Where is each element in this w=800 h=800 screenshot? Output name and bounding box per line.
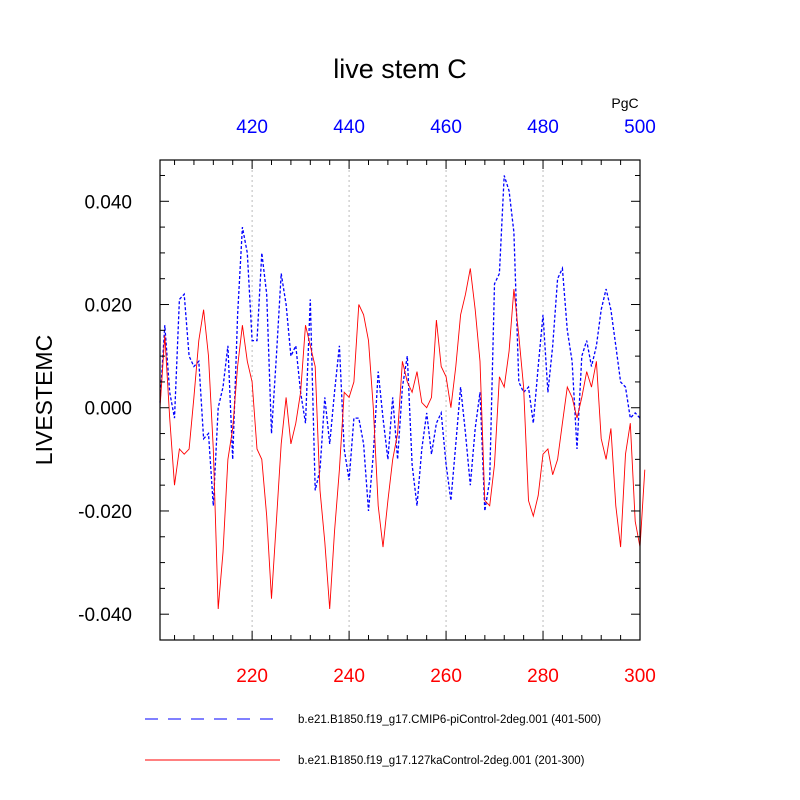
- top-tick-label: 480: [527, 117, 559, 138]
- grid-lines: [251, 160, 544, 640]
- series-line-blue: [159, 175, 641, 512]
- units-label: PgC: [611, 95, 638, 111]
- series-line-red: [159, 268, 646, 610]
- bottom-tick-label: 260: [430, 666, 462, 687]
- legend: b.e21.B1850.f19_g17.CMIP6-piControl-2deg…: [145, 714, 601, 767]
- plot-frame: [159, 159, 641, 641]
- bottom-tick-label: 240: [333, 666, 365, 687]
- y-tick-label: 0.000: [84, 399, 132, 420]
- chart-title: live stem C: [333, 54, 467, 84]
- top-tick-label: 440: [333, 117, 365, 138]
- axis-ticks: 220 240 260 280 300 420 440 460 480 500 -0.040 -0.0…: [78, 117, 656, 687]
- y-tick-label: 0.040: [84, 192, 132, 213]
- y-axis-label: LIVESTEMC: [31, 335, 57, 465]
- top-tick-label: 500: [624, 117, 656, 138]
- legend-label-red: b.e21.B1850.f19_g17.127kaControl-2deg.00…: [298, 755, 585, 767]
- top-tick-label: 460: [430, 117, 462, 138]
- legend-label-blue: b.e21.B1850.f19_g17.CMIP6-piControl-2deg…: [298, 714, 601, 726]
- series-layer: [159, 175, 646, 610]
- y-tick-label: -0.040: [78, 605, 132, 626]
- y-tick-label: -0.020: [78, 502, 132, 523]
- bottom-tick-label: 280: [527, 666, 559, 687]
- top-tick-label: 420: [236, 117, 268, 138]
- y-tick-label: 0.020: [84, 296, 132, 317]
- bottom-tick-label: 220: [236, 666, 268, 687]
- bottom-tick-label: 300: [624, 666, 656, 687]
